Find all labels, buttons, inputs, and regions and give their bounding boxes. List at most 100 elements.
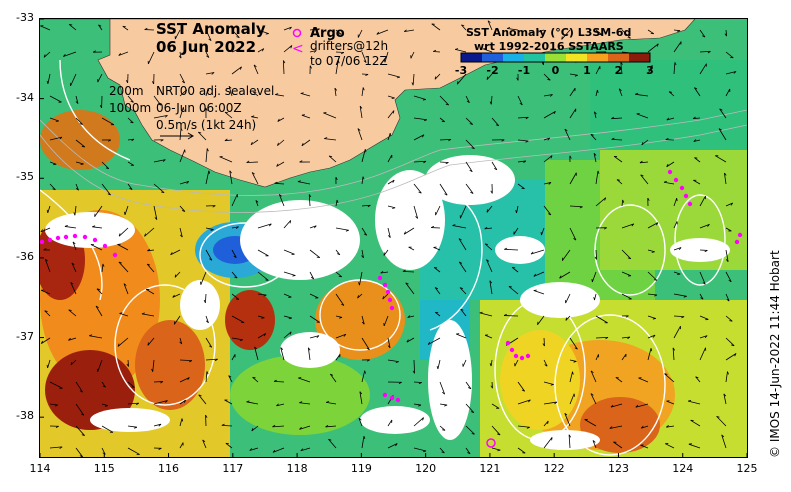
current-vector-head — [72, 241, 76, 245]
current-vector-head — [603, 227, 607, 230]
colorbar-swatch — [566, 53, 588, 62]
current-vector — [673, 315, 685, 318]
current-vector-head — [253, 91, 257, 94]
drifters-legend-label: drifters@12h — [310, 39, 389, 53]
current-vector — [70, 359, 77, 366]
current-vector — [324, 138, 337, 141]
current-vector-head — [418, 404, 422, 407]
current-vector — [569, 172, 577, 185]
current-vector-head — [422, 417, 424, 421]
current-vector — [95, 305, 103, 317]
current-vector — [673, 293, 687, 297]
current-vector — [49, 446, 63, 449]
current-vector-head — [489, 280, 493, 284]
current-vector — [283, 293, 292, 298]
current-vector-head — [590, 393, 594, 396]
current-vector — [309, 315, 320, 323]
current-vector — [439, 381, 446, 395]
current-vector — [179, 337, 183, 345]
current-vector-head — [165, 400, 168, 403]
current-vector-head — [730, 202, 734, 206]
current-vector — [153, 183, 165, 193]
current-vector-head — [130, 121, 134, 124]
current-vector — [153, 115, 168, 119]
current-vector — [564, 413, 571, 427]
current-vector — [141, 313, 155, 317]
current-vector-head — [265, 33, 269, 35]
current-vector-head — [574, 347, 578, 350]
current-vector — [335, 29, 342, 35]
current-vector-head — [179, 341, 183, 345]
current-vector — [569, 205, 583, 208]
current-vector — [147, 249, 155, 252]
current-vector-head — [594, 256, 597, 260]
current-vector — [673, 271, 681, 275]
current-vector-head — [458, 238, 462, 241]
current-vector-head — [126, 363, 129, 367]
current-vector — [699, 63, 707, 75]
current-vector — [725, 293, 730, 302]
current-vector — [595, 197, 606, 207]
current-vector — [694, 87, 701, 97]
current-vector-head — [677, 30, 681, 33]
x-tick-label: 114 — [29, 462, 51, 475]
current-vector — [543, 73, 551, 81]
current-vector-head — [733, 71, 737, 74]
colorbar-subtitle: wrt 1992-2016 SSTAARS — [474, 40, 624, 53]
current-vector — [408, 246, 415, 251]
current-vector-head — [198, 394, 202, 397]
current-vector-head — [508, 286, 512, 288]
current-vector — [257, 223, 272, 229]
current-vector — [75, 183, 79, 191]
current-vector-head — [407, 315, 411, 318]
current-vector — [308, 194, 311, 207]
current-vector — [94, 205, 103, 217]
current-vector — [225, 442, 233, 449]
current-vector-head — [334, 87, 338, 91]
current-vector-head — [325, 424, 329, 428]
drifter-position — [377, 275, 383, 281]
vector-scale-label: 0.5m/s (1kt 24h) — [156, 118, 257, 132]
x-tick-label: 116 — [158, 462, 180, 475]
argo-legend-icon — [292, 28, 302, 38]
current-vector — [407, 315, 415, 318]
current-vector — [205, 337, 213, 348]
current-vector — [153, 95, 162, 106]
current-vector-head — [157, 103, 162, 106]
current-vector-head — [427, 341, 431, 345]
current-vector — [584, 419, 597, 427]
current-vector-head — [187, 377, 190, 381]
current-vector — [205, 88, 209, 97]
current-vector-head — [676, 198, 678, 202]
current-vector — [435, 311, 441, 317]
current-vector-head — [411, 82, 414, 86]
current-vector — [147, 337, 155, 346]
current-vector-head — [609, 426, 613, 429]
current-vector-head — [668, 91, 673, 93]
current-vector-head — [178, 55, 182, 59]
sealevel-contours — [40, 59, 726, 456]
current-vector-head — [272, 424, 276, 428]
current-vector — [253, 64, 259, 75]
current-vector-head — [561, 36, 563, 40]
current-vector — [49, 381, 63, 389]
current-vector — [334, 88, 337, 97]
current-vector — [533, 290, 545, 295]
current-vector-head — [382, 296, 385, 300]
current-vector — [309, 249, 321, 258]
colorbar-tick-label: -1 — [517, 64, 531, 77]
current-vector — [413, 381, 422, 383]
current-vector-head — [299, 401, 303, 404]
current-vector — [693, 139, 701, 142]
current-vector-head — [206, 55, 210, 58]
current-vector-head — [95, 305, 99, 308]
current-vector-head — [89, 334, 93, 337]
current-vector — [179, 73, 185, 84]
current-vector — [621, 249, 632, 260]
current-vector — [335, 227, 349, 231]
current-vector-head — [365, 74, 369, 77]
current-vector-head — [564, 128, 568, 132]
current-vector-head — [569, 155, 572, 159]
current-vector — [562, 249, 571, 261]
current-vector-head — [224, 138, 228, 142]
